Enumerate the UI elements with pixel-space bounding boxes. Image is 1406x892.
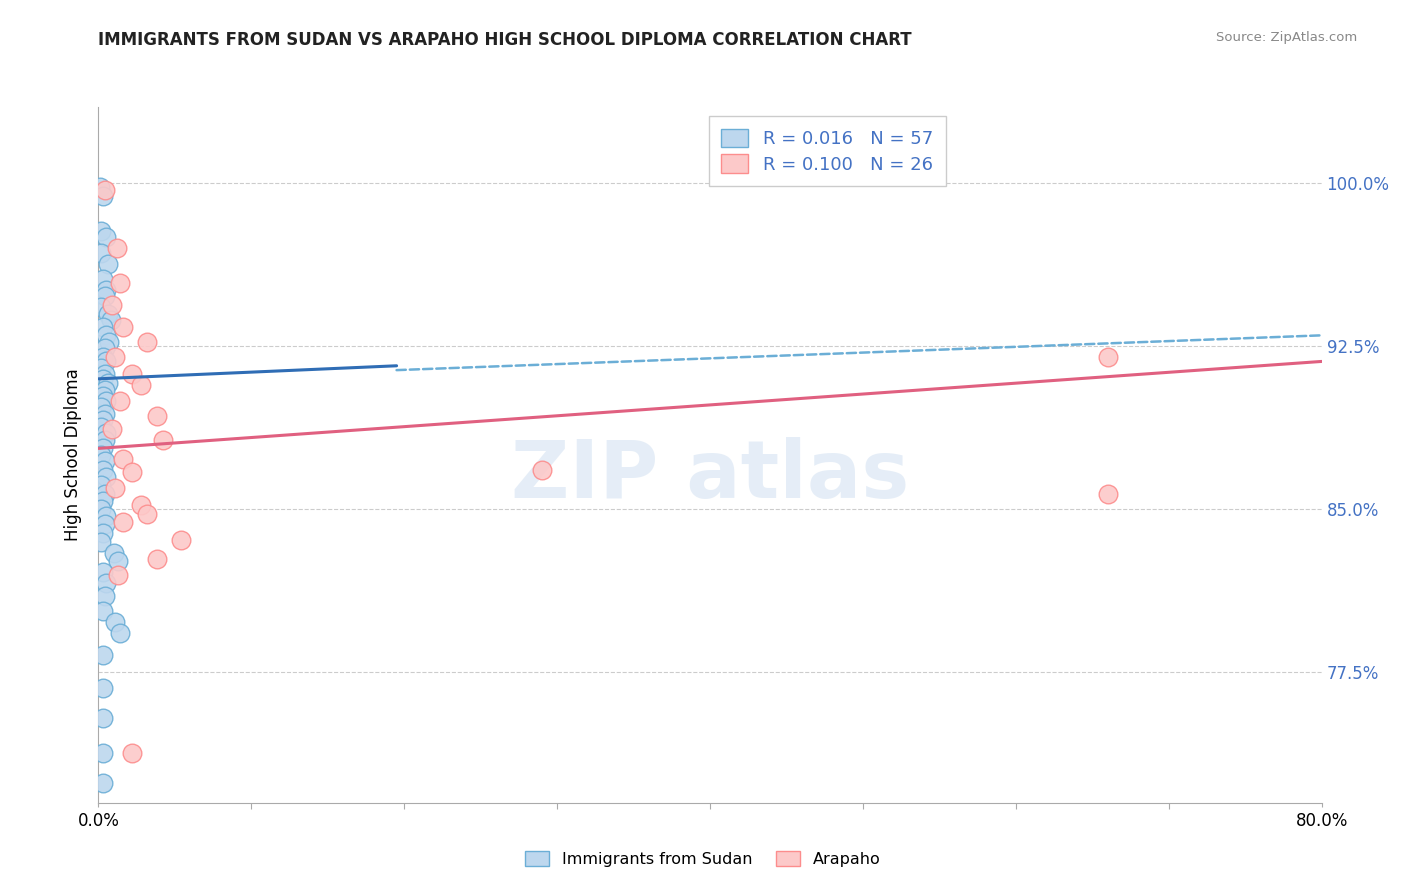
Legend: Immigrants from Sudan, Arapaho: Immigrants from Sudan, Arapaho (517, 844, 889, 875)
Point (121, 465, 143, 479)
Point (90, 448, 112, 462)
Point (94, 576, 117, 591)
Point (152, 433, 174, 447)
Point (91, 372, 114, 386)
Point (104, 350, 127, 364)
Point (94, 354, 117, 368)
Point (93, 454, 115, 468)
Point (91, 350, 114, 364)
Point (94, 426, 117, 441)
Point (111, 319, 134, 334)
Point (91, 648, 114, 662)
Point (94, 508, 117, 523)
Point (101, 298, 124, 312)
Point (90, 478, 112, 492)
Point (103, 546, 125, 560)
Point (111, 452, 134, 467)
Point (91, 442, 114, 456)
Point (91, 776, 114, 790)
Point (91, 566, 114, 580)
Point (98, 334, 121, 349)
Point (91, 711, 114, 725)
Point (90, 534, 112, 549)
Point (94, 328, 117, 343)
Point (93, 368, 115, 382)
Point (90, 224, 112, 238)
Point (90, 300, 112, 314)
Point (91, 604, 114, 618)
Point (94, 230, 117, 244)
Point (93, 589, 115, 603)
Point (89, 180, 111, 194)
Point (90, 360, 112, 375)
Point (91, 681, 114, 695)
Point (93, 517, 115, 532)
Point (107, 567, 129, 582)
Point (90, 245, 112, 260)
Point (91, 272, 114, 286)
Point (93, 183, 115, 197)
Point (111, 516, 134, 530)
Legend: R = 0.016   N = 57, R = 0.100   N = 26: R = 0.016 N = 57, R = 0.100 N = 26 (709, 116, 946, 186)
Point (1097, 487, 1119, 501)
Point (91, 319, 114, 334)
Point (94, 393, 117, 408)
Point (94, 283, 117, 297)
Point (121, 368, 143, 382)
Point (91, 493, 114, 508)
Text: IMMIGRANTS FROM SUDAN VS ARAPAHO HIGH SCHOOL DIPLOMA CORRELATION CHART: IMMIGRANTS FROM SUDAN VS ARAPAHO HIGH SC… (98, 31, 912, 49)
Point (91, 189, 114, 203)
Point (145, 409, 167, 423)
Text: ZIP atlas: ZIP atlas (510, 437, 910, 515)
Point (129, 378, 152, 392)
Point (136, 507, 159, 521)
Point (108, 626, 131, 640)
Point (90, 400, 112, 414)
Point (145, 552, 167, 566)
Text: Source: ZipAtlas.com: Source: ZipAtlas.com (1216, 31, 1357, 45)
Point (101, 422, 124, 436)
Point (121, 746, 143, 760)
Point (91, 389, 114, 403)
Point (93, 289, 115, 303)
Point (105, 241, 128, 255)
Point (170, 533, 193, 547)
Point (91, 746, 114, 760)
Point (93, 342, 115, 356)
Point (91, 463, 114, 477)
Point (91, 413, 114, 427)
Point (90, 502, 112, 516)
Point (530, 463, 553, 477)
Point (136, 334, 159, 349)
Point (97, 307, 120, 321)
Point (90, 419, 112, 434)
Point (108, 393, 131, 408)
Y-axis label: High School Diploma: High School Diploma (65, 368, 83, 541)
Point (104, 481, 127, 495)
Point (104, 615, 127, 630)
Point (108, 276, 131, 290)
Point (93, 487, 115, 501)
Point (91, 526, 114, 541)
Point (93, 433, 115, 447)
Point (107, 554, 129, 568)
Point (1097, 350, 1119, 364)
Point (97, 256, 120, 270)
Point (100, 313, 122, 327)
Point (94, 469, 117, 483)
Point (129, 498, 152, 512)
Point (97, 376, 120, 391)
Point (93, 407, 115, 421)
Point (93, 383, 115, 397)
